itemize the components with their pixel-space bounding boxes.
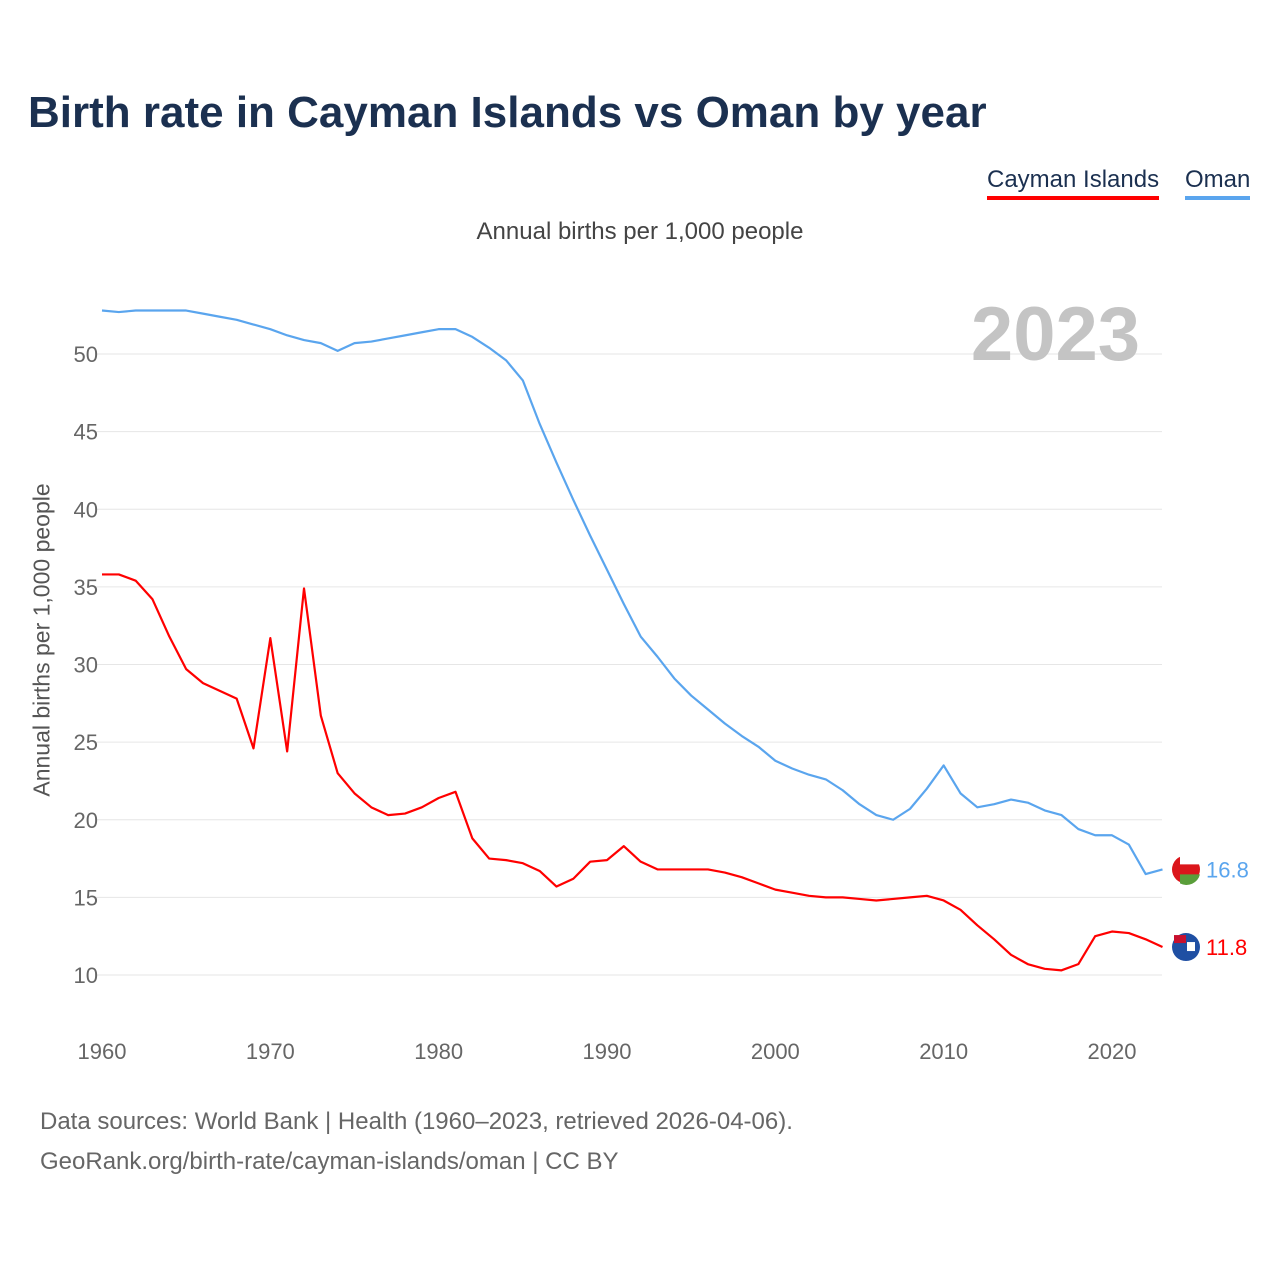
x-tick-label: 2020 [1088,1039,1137,1064]
x-tick-label: 1970 [246,1039,295,1064]
flag-arms [1187,942,1195,952]
y-tick-label: 35 [74,575,98,600]
oman-flag-icon [1172,853,1200,885]
y-tick-label: 40 [74,497,98,522]
footer-url[interactable]: GeoRank.org/birth-rate/cayman-islands/om… [40,1148,619,1175]
series-line-oman [101,309,1163,876]
end-value-label: 16.8 [1206,857,1249,882]
flag-white [1180,853,1200,865]
y-tick-label: 20 [74,808,98,833]
x-tick-label: 2000 [751,1039,800,1064]
flag-union [1174,935,1186,944]
y-tick-label: 10 [74,963,98,988]
cayman-islands-flag-icon [1172,933,1200,962]
y-tick-label: 30 [74,653,98,678]
chart-subtitle: Annual births per 1,000 people [476,218,804,245]
footer-source: Data sources: World Bank | Health (1960–… [40,1108,793,1135]
y-tick-label: 50 [74,342,98,367]
x-tick-label: 2010 [919,1039,968,1064]
y-tick-label: 25 [74,730,98,755]
y-tick-label: 45 [74,420,98,445]
end-value-label: 11.8 [1206,935,1247,960]
x-tick-label: 1980 [414,1039,463,1064]
flag-green [1180,874,1200,885]
legend-cayman-islands[interactable]: Cayman Islands [987,166,1160,200]
year-watermark: 2023 [971,292,1140,377]
chart-title: Birth rate in Cayman Islands vs Oman by … [28,88,987,137]
legend-oman[interactable]: Oman [1185,166,1251,200]
y-tick-label: 15 [74,885,98,910]
x-tick-label: 1990 [583,1039,632,1064]
x-tick-label: 1960 [78,1039,127,1064]
series-line-cayman-islands [102,573,1163,972]
